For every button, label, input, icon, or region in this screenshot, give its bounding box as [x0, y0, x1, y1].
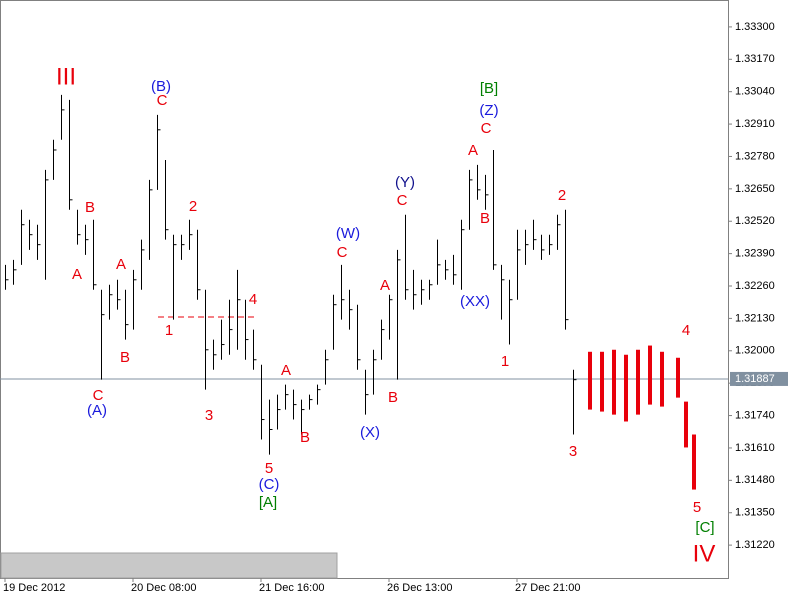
y-tick-label: 1.31220 [735, 539, 775, 551]
wave-label: C [481, 120, 492, 137]
wave-label: C [397, 192, 408, 209]
wave-label: B [120, 349, 130, 366]
wave-label: A [72, 266, 82, 283]
wave-label: (A) [87, 402, 107, 419]
y-tick-label: 1.31610 [735, 442, 775, 454]
wave-label: A [281, 362, 291, 379]
wave-label: B [85, 199, 95, 216]
wave-label: (B) [151, 78, 171, 95]
y-tick-label: 1.33040 [735, 86, 775, 98]
wave-label: 3 [205, 407, 213, 424]
y-tick-label: 1.32390 [735, 248, 775, 260]
wave-label: C [337, 244, 348, 261]
wave-label: [C] [695, 519, 714, 536]
wave-label: (Y) [395, 174, 415, 191]
y-tick-label: 1.31740 [735, 409, 775, 421]
y-tick-label: 1.32260 [735, 280, 775, 292]
y-tick-label: 1.31350 [735, 507, 775, 519]
wave-label: 5 [265, 460, 273, 477]
wave-label: C [157, 92, 168, 109]
wave-label: B [388, 389, 398, 406]
y-tick-label: 1.32910 [735, 118, 775, 130]
wave-label: 2 [189, 198, 197, 215]
wave-label: 2 [558, 187, 566, 204]
wave-label: 4 [682, 322, 690, 339]
y-tick-label: 1.33300 [735, 21, 775, 33]
wave-label: C [93, 387, 104, 404]
wave-label: 1 [501, 353, 509, 370]
wave-label: [B] [480, 80, 498, 97]
wave-label: (X) [360, 424, 380, 441]
current-price-label: 1.31887 [735, 373, 775, 385]
wave-label: A [380, 277, 390, 294]
y-tick-label: 1.33170 [735, 53, 775, 65]
wave-label: [A] [259, 494, 277, 511]
wave-label: B [300, 429, 310, 446]
y-tick-label: 1.32130 [735, 312, 775, 324]
wave-label: A [468, 142, 478, 159]
scrollbar[interactable] [0, 552, 338, 579]
wave-label: 4 [249, 291, 257, 308]
wave-label: A [116, 256, 126, 273]
y-tick-label: 1.32520 [735, 215, 775, 227]
wave-label: (XX) [460, 293, 490, 310]
wave-label: 1 [165, 322, 173, 339]
wave-label: (C) [259, 476, 280, 493]
wave-label: 3 [569, 443, 577, 460]
wave-label: (Z) [479, 102, 498, 119]
plot-frame [0, 0, 729, 579]
y-tick-label: 1.32780 [735, 150, 775, 162]
y-tick-label: 1.32000 [735, 345, 775, 357]
current-price-box [730, 371, 788, 386]
wave-label: IV [693, 540, 716, 567]
wave-label: (W) [336, 225, 360, 242]
wave-label: III [56, 63, 76, 90]
wave-label: B [480, 210, 490, 227]
x-tick-label: 26 Dec 13:00 [387, 582, 452, 594]
y-tick-label: 1.32650 [735, 183, 775, 195]
x-tick-label: 20 Dec 08:00 [131, 582, 196, 594]
x-tick-label: 19 Dec 2012 [3, 582, 65, 594]
x-tick-label: 21 Dec 16:00 [259, 582, 324, 594]
x-tick-label: 27 Dec 21:00 [515, 582, 580, 594]
wave-label: 5 [693, 499, 701, 516]
y-tick-label: 1.31480 [735, 474, 775, 486]
